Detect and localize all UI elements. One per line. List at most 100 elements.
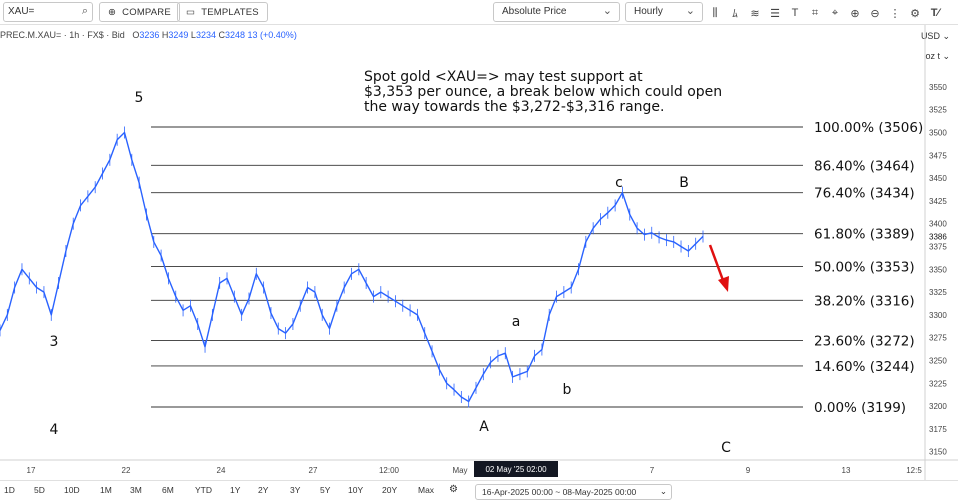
y-tick-label: 3225 xyxy=(929,379,947,388)
range-button[interactable]: 5D xyxy=(34,485,45,495)
range-button[interactable]: 10D xyxy=(64,485,80,495)
measure-icon[interactable]: ⌖ xyxy=(831,6,839,19)
open-label: O xyxy=(132,30,140,40)
compare-label: COMPARE xyxy=(122,6,171,18)
fib-level-label: 38.20% (3316) xyxy=(814,293,915,309)
x-tick-label: 9 xyxy=(746,466,751,475)
fib-level-label: 50.00% (3353) xyxy=(814,260,915,276)
interval-value: Hourly xyxy=(634,6,663,17)
price-type-value: Absolute Price xyxy=(502,6,567,17)
settings-gear-icon[interactable]: ⚙ xyxy=(449,484,458,495)
low-value: 3234 xyxy=(195,30,216,40)
unit-value: oz t xyxy=(925,51,940,61)
y-tick-label: 3350 xyxy=(929,265,947,274)
wave-label: c xyxy=(615,175,623,191)
fib-level-label: 86.40% (3464) xyxy=(814,158,915,174)
fib-level-label: 61.80% (3389) xyxy=(814,227,915,243)
fib-level-label: 76.40% (3434) xyxy=(814,186,915,202)
x-tick-label: 24 xyxy=(217,466,226,475)
wave-label: a xyxy=(512,314,521,330)
price-chart[interactable]: 3150317532003225325032753300332533503375… xyxy=(0,0,958,480)
symbol-value: XAU= xyxy=(8,6,35,17)
wave-icon[interactable]: ≋ xyxy=(750,7,760,20)
price-line xyxy=(0,131,704,403)
y-tick-label: 3250 xyxy=(929,356,947,365)
add-circle-icon: ⊕ xyxy=(108,6,117,18)
shape-tool-icon[interactable]: ⌗ xyxy=(811,6,819,19)
y-tick-label: 3425 xyxy=(929,197,947,206)
fib-level-label: 14.60% (3244) xyxy=(814,359,915,375)
x-tick-label: 13 xyxy=(842,466,851,475)
close-value: 3248 xyxy=(224,30,246,40)
candle-type-icon[interactable]: ⫼ xyxy=(712,6,718,19)
search-icon[interactable]: ⌕ xyxy=(81,5,88,17)
range-button[interactable]: 10Y xyxy=(348,485,364,495)
y-tick-label: 3275 xyxy=(929,334,947,343)
direction-arrow-head xyxy=(718,276,729,292)
logo-icon: T⁄ xyxy=(930,7,940,19)
range-button[interactable]: 1M xyxy=(100,485,112,495)
x-tick-label: May xyxy=(452,466,467,475)
currency-select[interactable]: USD ⌄ xyxy=(920,31,950,41)
range-button[interactable]: 6M xyxy=(162,485,174,495)
range-button[interactable]: YTD xyxy=(195,485,212,495)
close-label: C xyxy=(218,30,225,40)
change-value: 13 (+0.40%) xyxy=(247,30,297,40)
x-tick-label: 12:5 xyxy=(906,466,922,475)
symbol-info-bar: PREC.M.XAU= · 1h · FX$ · Bid O3236 H3249… xyxy=(0,30,297,40)
range-button[interactable]: 2Y xyxy=(258,485,269,495)
range-button[interactable]: 1Y xyxy=(230,485,241,495)
text-tool-icon[interactable]: T xyxy=(791,7,799,19)
date-range-picker[interactable]: 16-Apr-2025 00:00 ~ 08-May-2025 00:00 ⌄ xyxy=(475,484,672,500)
folder-icon: ▭ xyxy=(186,6,196,18)
last-price-label: 3386 xyxy=(929,232,947,241)
chevron-down-icon: ⌄ xyxy=(685,5,695,17)
x-tick-label: 27 xyxy=(309,466,318,475)
fib-level-label: 100.00% (3506) xyxy=(814,120,923,136)
x-tick-label: 22 xyxy=(122,466,131,475)
interval-select[interactable]: Hourly ⌄ xyxy=(625,2,703,22)
y-tick-label: 3500 xyxy=(929,128,947,137)
more-options-icon[interactable]: ⋮ xyxy=(889,7,901,20)
templates-button[interactable]: ▭ TEMPLATES xyxy=(177,2,268,22)
date-range-value: 16-Apr-2025 00:00 ~ 08-May-2025 00:00 xyxy=(482,487,637,497)
compare-button[interactable]: ⊕ COMPARE xyxy=(99,2,180,22)
range-bar: 1D 5D 10D 1M 3M 6M YTD 1Y 2Y 3Y 5Y 10Y 20Y Max ⚙ 16-A… xyxy=(0,480,958,502)
low-label: L xyxy=(190,30,196,40)
settings-gear-icon[interactable]: ⚙ xyxy=(910,7,920,20)
open-value: 3236 xyxy=(139,30,160,40)
y-tick-label: 3375 xyxy=(929,242,947,251)
wave-label: 3 xyxy=(50,334,59,350)
y-tick-label: 3150 xyxy=(929,448,947,457)
indicator-icon[interactable]: ﾑ xyxy=(732,8,738,20)
zoom-out-icon[interactable]: ⊖ xyxy=(870,7,880,20)
range-button[interactable]: 5Y xyxy=(320,485,331,495)
y-tick-label: 3475 xyxy=(929,151,947,160)
unit-select[interactable]: oz t ⌄ xyxy=(925,51,950,61)
direction-arrow-shaft xyxy=(708,244,726,284)
chevron-down-icon: ⌄ xyxy=(659,486,667,496)
zoom-in-icon[interactable]: ⊕ xyxy=(850,7,860,20)
price-type-select[interactable]: Absolute Price ⌄ xyxy=(493,2,620,22)
drawing-tools: ⫼ ﾑ ≋ ☰ T ⌗ ⌖ ⊕ ⊖ ⋮ ⚙ T⁄ xyxy=(706,3,944,23)
y-tick-label: 3450 xyxy=(929,174,947,183)
top-toolbar: XAU= ⌕ ⊕ COMPARE ▭ TEMPLATES Absolute Pr… xyxy=(0,0,958,25)
range-button[interactable]: 3Y xyxy=(290,485,301,495)
wave-label: 5 xyxy=(135,90,144,106)
range-button[interactable]: 20Y xyxy=(382,485,398,495)
currency-value: USD xyxy=(920,31,940,41)
x-tick-label: 7 xyxy=(650,466,655,475)
y-tick-label: 3200 xyxy=(929,402,947,411)
range-button[interactable]: Max xyxy=(418,485,435,495)
y-tick-label: 3325 xyxy=(929,288,947,297)
y-tick-label: 3400 xyxy=(929,220,947,229)
wave-label: C xyxy=(721,440,731,456)
lines-icon[interactable]: ☰ xyxy=(770,7,780,20)
range-button[interactable]: 3M xyxy=(130,485,142,495)
range-button[interactable]: 1D xyxy=(4,485,15,495)
annotation-line: $3,353 per ounce, a break below which co… xyxy=(364,84,722,100)
symbol-search-input[interactable]: XAU= ⌕ xyxy=(3,2,93,22)
high-label: H xyxy=(161,30,169,40)
x-tick-label: 17 xyxy=(27,466,36,475)
annotation-line: the way towards the $3,272-$3,316 range. xyxy=(364,99,664,115)
